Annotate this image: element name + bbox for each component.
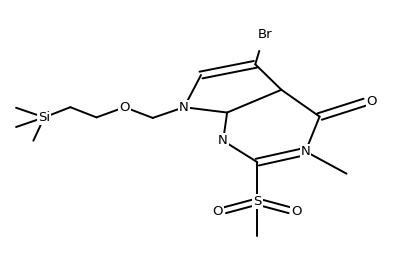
Text: O: O (366, 95, 376, 108)
Text: S: S (253, 195, 261, 208)
Text: O: O (119, 101, 130, 114)
Text: N: N (300, 145, 310, 158)
Text: Br: Br (257, 28, 272, 41)
Text: N: N (218, 134, 227, 147)
Text: Si: Si (38, 111, 50, 124)
Text: O: O (291, 205, 301, 218)
Text: N: N (179, 101, 188, 114)
Text: O: O (212, 205, 223, 218)
